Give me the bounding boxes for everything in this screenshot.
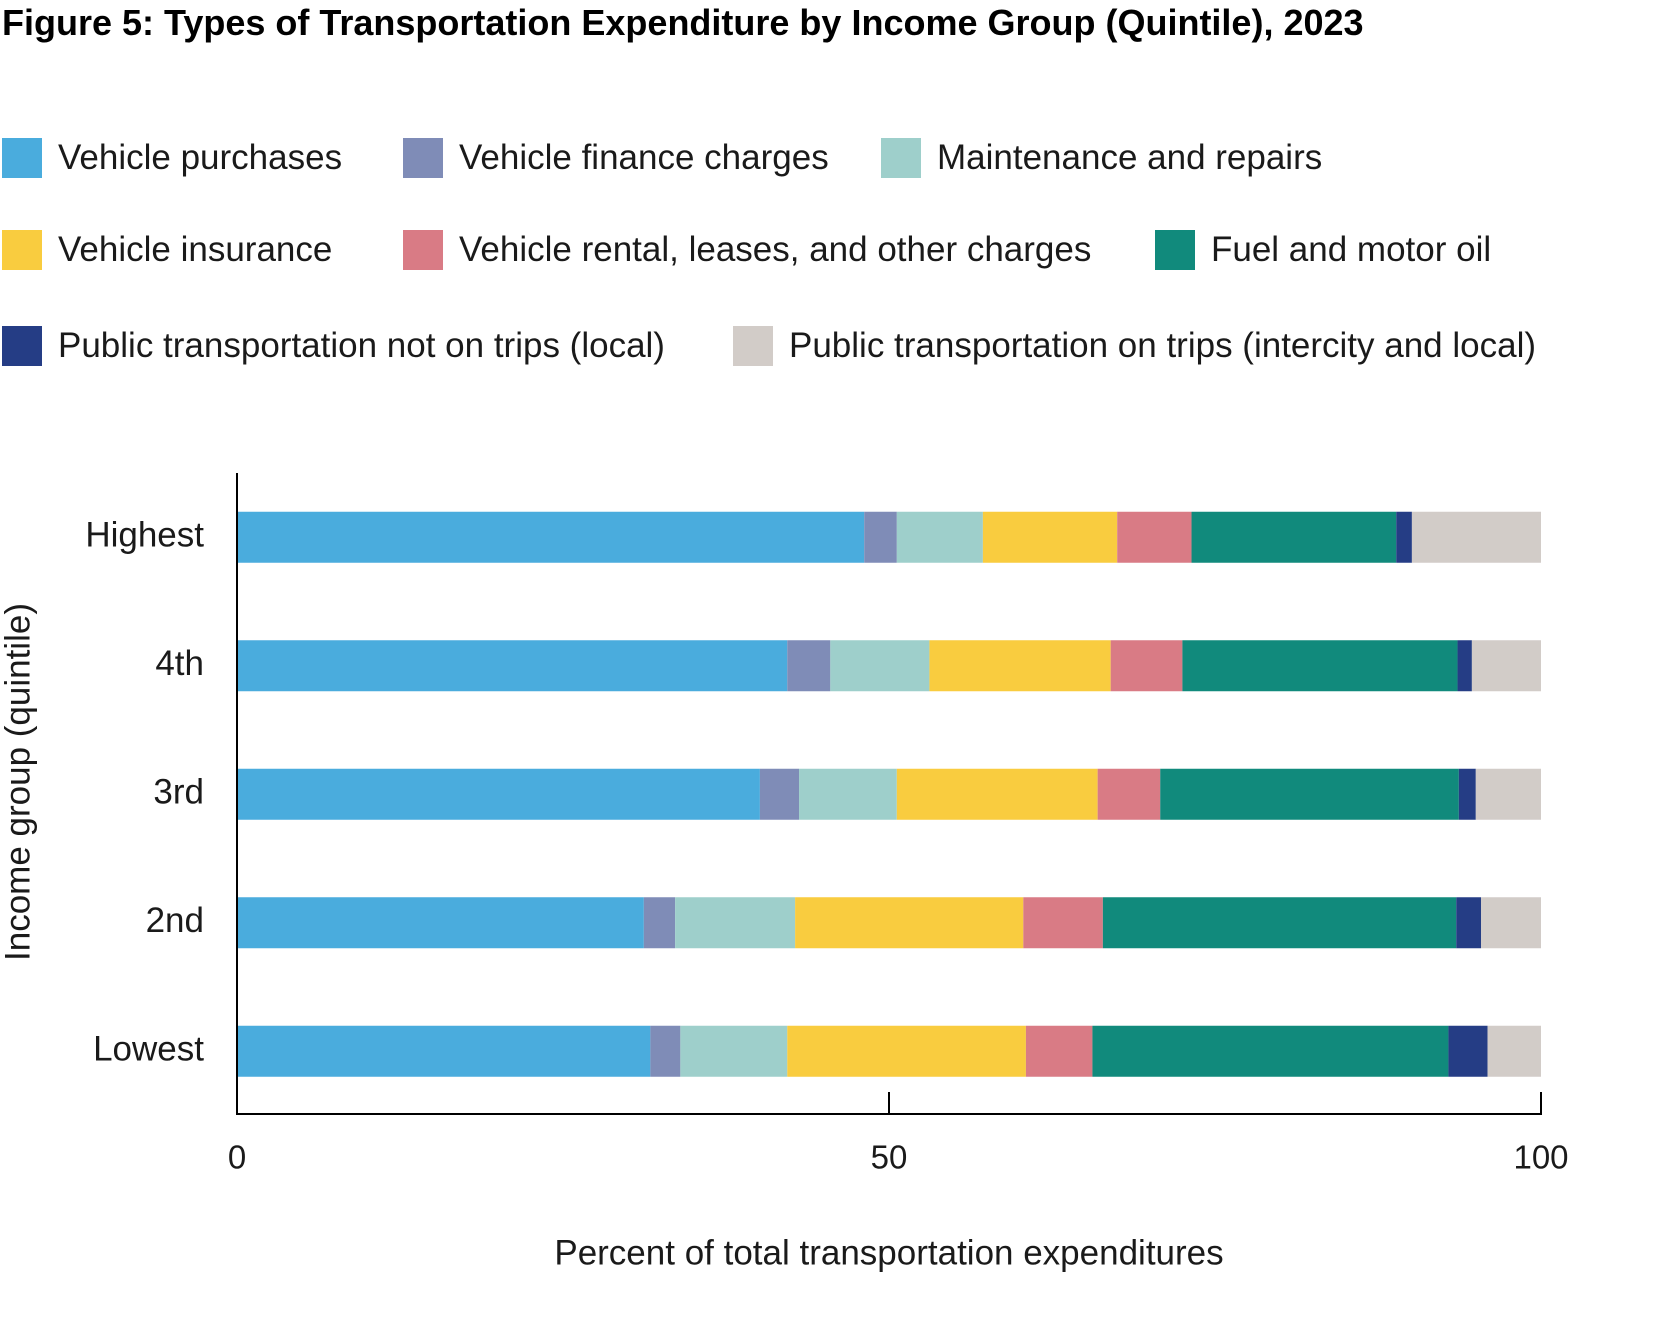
y-tick-label: Lowest — [93, 1030, 204, 1069]
bar-segment-lowest-0 — [237, 1025, 651, 1077]
legend-item-maintenance-and-repairs: Maintenance and repairs — [881, 137, 1322, 179]
bar-segment-lowest-3 — [787, 1025, 1026, 1077]
bar-segment-3rd-1 — [759, 768, 800, 820]
bar-segment-4th-3 — [929, 640, 1111, 692]
bar-segment-2nd-0 — [237, 897, 644, 949]
legend-item-vehicle-purchases: Vehicle purchases — [2, 137, 342, 179]
legend-item-fuel-and-motor-oil: Fuel and motor oil — [1155, 229, 1491, 271]
bar-segment-4th-6 — [1457, 640, 1472, 692]
bar-segment-lowest-4 — [1025, 1025, 1093, 1077]
bar-segment-highest-6 — [1396, 511, 1412, 563]
legend-swatch — [2, 326, 42, 366]
bar-segment-lowest-1 — [650, 1025, 681, 1077]
bar-segment-4th-2 — [830, 640, 930, 692]
x-axis-ticks: 0 50 100 — [228, 1092, 1569, 1176]
bar-segment-3rd-3 — [896, 768, 1098, 820]
bar-segment-2nd-1 — [643, 897, 676, 949]
y-axis-title: Income group (quintile) — [0, 603, 37, 961]
bar-segment-highest-5 — [1191, 511, 1397, 563]
y-tick-label: Highest — [85, 516, 204, 555]
x-tick-label: 100 — [1513, 1139, 1568, 1176]
bar-segment-4th-5 — [1182, 640, 1458, 692]
legend-swatch — [2, 138, 42, 178]
bar-segment-4th-7 — [1471, 640, 1541, 692]
bar-segment-3rd-5 — [1160, 768, 1459, 820]
bar-segment-2nd-5 — [1102, 897, 1457, 949]
y-axis-tick-labels: Highest 4th 3rd 2nd Lowest — [85, 516, 204, 1069]
bar-segment-2nd-4 — [1023, 897, 1103, 949]
bar-segment-2nd-3 — [795, 897, 1024, 949]
legend-swatch — [403, 138, 443, 178]
x-tick-label: 0 — [228, 1139, 246, 1176]
legend-label: Public transportation on trips (intercit… — [789, 326, 1537, 365]
x-axis-title: Percent of total transportation expendit… — [554, 1233, 1223, 1272]
legend-label: Public transportation not on trips (loca… — [58, 326, 665, 365]
bar-segment-lowest-6 — [1448, 1025, 1488, 1077]
bar-segment-3rd-6 — [1458, 768, 1476, 820]
legend-label: Fuel and motor oil — [1211, 230, 1492, 269]
y-tick-label: 4th — [155, 644, 204, 683]
bar-segment-4th-1 — [787, 640, 831, 692]
legend-item-public-transportation-local: Public transportation not on trips (loca… — [2, 325, 665, 367]
bar-segment-3rd-2 — [799, 768, 897, 820]
legend-swatch — [881, 138, 921, 178]
legend-swatch — [733, 326, 773, 366]
bar-segment-lowest-2 — [680, 1025, 788, 1077]
legend-swatch — [1155, 230, 1195, 270]
legend-item-vehicle-finance-charges: Vehicle finance charges — [403, 137, 829, 179]
bar-segment-highest-4 — [1117, 511, 1192, 563]
bar-segment-highest-3 — [982, 511, 1118, 563]
x-tick-label: 50 — [871, 1139, 908, 1176]
legend-item-public-transportation-trips: Public transportation on trips (intercit… — [733, 325, 1536, 367]
bar-segment-lowest-7 — [1487, 1025, 1541, 1077]
bar-segment-lowest-5 — [1092, 1025, 1449, 1077]
legend-label: Maintenance and repairs — [937, 138, 1323, 177]
legend-label: Vehicle purchases — [58, 138, 343, 177]
legend-item-vehicle-rental: Vehicle rental, leases, and other charge… — [403, 229, 1091, 271]
bar-segment-3rd-7 — [1475, 768, 1541, 820]
bar-segment-4th-4 — [1110, 640, 1183, 692]
bar-segment-2nd-7 — [1481, 897, 1541, 949]
bar-segment-2nd-2 — [675, 897, 796, 949]
legend-label: Vehicle insurance — [58, 230, 333, 269]
chart-title: Figure 5: Types of Transportation Expend… — [2, 2, 1364, 43]
legend-swatch — [2, 230, 42, 270]
bar-layer — [237, 511, 1541, 1077]
bar-segment-highest-2 — [896, 511, 983, 563]
bar-segment-4th-0 — [237, 640, 788, 692]
bar-segment-highest-7 — [1411, 511, 1541, 563]
legend-item-vehicle-insurance: Vehicle insurance — [2, 229, 332, 271]
legend-swatch — [403, 230, 443, 270]
legend-label: Vehicle rental, leases, and other charge… — [459, 230, 1092, 269]
y-tick-label: 2nd — [146, 901, 204, 940]
y-tick-label: 3rd — [153, 773, 204, 812]
bar-segment-3rd-4 — [1097, 768, 1161, 820]
bar-segment-2nd-6 — [1456, 897, 1482, 949]
bar-segment-3rd-0 — [237, 768, 760, 820]
bar-segment-highest-1 — [864, 511, 897, 563]
bar-segment-highest-0 — [237, 511, 865, 563]
legend-label: Vehicle finance charges — [459, 138, 829, 177]
